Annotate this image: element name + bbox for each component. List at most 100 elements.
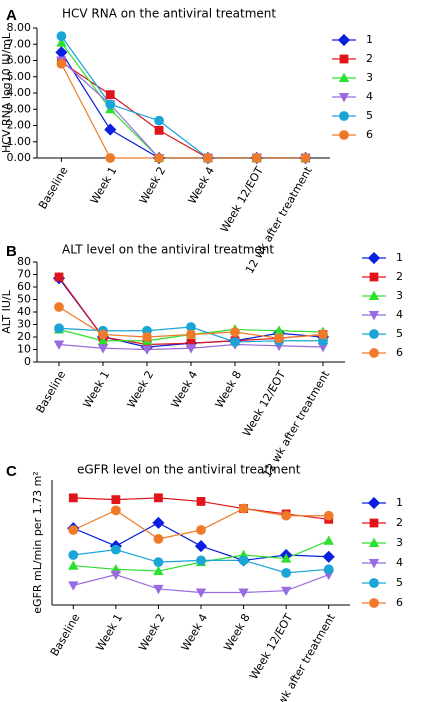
data-point xyxy=(152,516,165,529)
data-point xyxy=(230,327,240,337)
x-tick-label: Week 8 xyxy=(213,369,245,411)
legend-marker xyxy=(369,578,379,588)
y-tick-label: 0 xyxy=(24,355,31,368)
legend-label: 1 xyxy=(366,33,373,46)
data-point xyxy=(154,125,164,135)
y-tick-label: 50 xyxy=(17,293,31,306)
legend-marker xyxy=(369,518,379,528)
legend-label: 4 xyxy=(396,556,403,569)
data-point xyxy=(281,510,292,521)
x-tick-label: Week 1 xyxy=(88,165,120,207)
data-point xyxy=(153,534,164,544)
legend-label: 5 xyxy=(396,327,403,340)
data-point xyxy=(56,58,67,69)
x-tick-label: Week 1 xyxy=(93,612,125,654)
data-point xyxy=(185,344,197,354)
y-tick-label: 60 xyxy=(17,280,31,293)
legend-marker xyxy=(368,537,380,547)
data-point xyxy=(54,323,64,334)
legend-marker xyxy=(338,93,350,103)
panel-letter: C xyxy=(6,463,17,480)
data-point xyxy=(238,503,249,514)
x-tick-label: Week 12/EOT xyxy=(218,164,266,235)
x-tick-label: Week 12/EOT xyxy=(247,611,295,682)
data-point xyxy=(280,553,292,563)
x-tick-label: Week 2 xyxy=(137,165,169,207)
data-point xyxy=(105,99,116,110)
data-point xyxy=(196,555,206,566)
x-tick-label: Week 12/EOT xyxy=(240,368,288,439)
data-point xyxy=(238,555,249,566)
data-point xyxy=(68,525,79,535)
data-point xyxy=(110,505,121,516)
data-point xyxy=(104,123,117,136)
data-point xyxy=(110,544,121,555)
y-tick-label: 3.00 xyxy=(7,102,32,115)
panel-letter: B xyxy=(6,243,17,260)
data-point xyxy=(105,90,115,100)
data-point xyxy=(142,332,152,342)
legend-marker xyxy=(367,251,381,265)
data-point xyxy=(68,550,79,560)
legend-label: 6 xyxy=(396,346,403,359)
series-line xyxy=(60,35,306,159)
legend-marker xyxy=(339,130,349,140)
y-tick-label: 7.00 xyxy=(7,37,32,50)
data-point xyxy=(154,153,164,163)
legend-marker xyxy=(337,33,351,47)
y-axis-label: HCV RNA log10 IU/mL xyxy=(0,32,13,153)
data-point xyxy=(323,535,334,545)
legend-label: 2 xyxy=(396,270,403,283)
data-point xyxy=(54,302,64,312)
y-tick-label: 0.00 xyxy=(7,151,32,164)
legend-label: 6 xyxy=(396,596,403,609)
legend-marker xyxy=(367,496,381,510)
data-point xyxy=(280,586,292,597)
data-point xyxy=(53,340,65,350)
data-point xyxy=(110,570,122,580)
data-point xyxy=(300,153,311,163)
series-line xyxy=(60,52,306,159)
legend-label: 3 xyxy=(366,71,373,84)
legend-label: 4 xyxy=(366,90,373,103)
y-tick-label: 1.00 xyxy=(7,135,32,148)
data-point xyxy=(98,329,108,340)
legend-marker xyxy=(369,598,379,608)
y-tick-label: 4.00 xyxy=(7,86,32,99)
legend-label: 5 xyxy=(366,109,373,122)
y-tick-label: 6.00 xyxy=(7,54,32,67)
series-line xyxy=(60,63,306,159)
data-point xyxy=(68,493,78,503)
chart-title: eGFR level on the antiviral treatment xyxy=(77,463,301,477)
chart-title: ALT level on the antiviral treatment xyxy=(62,243,274,257)
legend-label: 2 xyxy=(396,516,403,529)
legend-label: 4 xyxy=(396,308,403,321)
data-point xyxy=(97,344,109,354)
y-tick-label: 80 xyxy=(17,255,31,268)
x-tick-label: Baseline xyxy=(48,611,83,658)
legend-marker xyxy=(369,272,379,282)
y-tick-label: 30 xyxy=(17,318,31,331)
legend-label: 6 xyxy=(366,128,373,141)
panel-letter: A xyxy=(6,7,17,24)
data-point xyxy=(111,495,121,505)
y-tick-label: 20 xyxy=(17,330,31,343)
data-point xyxy=(274,333,284,344)
x-tick-label: Baseline xyxy=(36,164,71,211)
data-point xyxy=(153,557,164,568)
y-tick-label: 2.00 xyxy=(7,119,32,132)
x-tick-label: Baseline xyxy=(34,368,69,415)
data-point xyxy=(194,540,208,553)
y-tick-label: 5.00 xyxy=(7,70,32,83)
legend-marker xyxy=(368,559,380,569)
x-tick-label: Week 2 xyxy=(125,369,157,411)
x-tick-label: Week 4 xyxy=(169,369,201,411)
legend-marker xyxy=(339,111,349,121)
data-point xyxy=(196,497,206,506)
data-point xyxy=(251,153,262,163)
legend-label: 3 xyxy=(396,289,403,302)
data-point xyxy=(281,567,292,578)
data-point xyxy=(56,31,67,42)
data-point xyxy=(141,345,153,355)
